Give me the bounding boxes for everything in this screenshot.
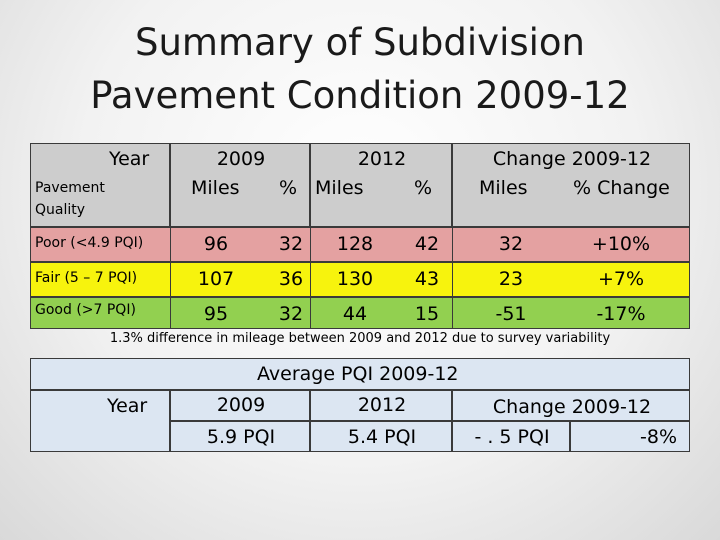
table-row-poor: Poor (<4.9 PQI) 96 32 128 42 32 +10% [30, 227, 690, 262]
header-2012-miles: Miles [315, 177, 364, 199]
good-change-miles: -51 [495, 303, 527, 325]
header-year-quality-cell: Year Pavement Quality [30, 143, 170, 227]
header-change-pct: % Change [573, 177, 670, 199]
poor-2009-pct: 32 [278, 233, 304, 255]
good-2012-pct: 15 [414, 303, 440, 325]
divider-col-2009 [170, 227, 171, 329]
fair-2012-pct: 43 [414, 268, 440, 290]
pqi-2012-value: 5.4 PQI [347, 426, 417, 448]
pqi-2009-header-cell: 2009 [170, 390, 310, 421]
header-change-miles: Miles [479, 177, 528, 199]
row-label-poor: Poor (<4.9 PQI) [35, 235, 144, 251]
pqi-change-header-cell: Change 2009-12 [452, 390, 690, 421]
year-label: Year [109, 148, 150, 170]
pqi-2009-value-cell: 5.9 PQI [170, 421, 310, 452]
header-2012-label: 2012 [357, 148, 407, 170]
pqi-year-cell: Year [30, 390, 170, 452]
header-2009-miles: Miles [191, 177, 240, 199]
title-line-2: Pavement Condition 2009-12 [90, 74, 630, 117]
table-row-fair: Fair (5 – 7 PQI) 107 36 130 43 23 +7% [30, 262, 690, 297]
pqi-change-pct-cell: -8% [570, 421, 690, 452]
pqi-change-label: Change 2009-12 [492, 396, 652, 418]
poor-change-miles: 32 [498, 233, 524, 255]
good-2009-pct: 32 [278, 303, 304, 325]
poor-2012-miles: 128 [336, 233, 374, 255]
pqi-heading: Average PQI 2009-12 [257, 363, 459, 385]
good-change-pct: -17% [596, 303, 646, 325]
pqi-2012-label: 2012 [357, 394, 407, 416]
pqi-change-pct: -8% [640, 426, 677, 448]
good-2009-miles: 95 [203, 303, 229, 325]
pqi-year-label: Year [107, 395, 148, 417]
header-2009-pct: % [279, 177, 298, 199]
divider-col-2012 [310, 227, 311, 329]
poor-2012-pct: 42 [414, 233, 440, 255]
header-2009-label: 2009 [216, 148, 266, 170]
pavement-quality-label: Pavement Quality [35, 180, 105, 218]
slide-title: Summary of Subdivision Pavement Conditio… [0, 16, 720, 122]
poor-change-pct: +10% [591, 233, 651, 255]
pqi-heading-row: Average PQI 2009-12 [30, 358, 690, 390]
header-2012-cell: 2012 Miles % [310, 143, 452, 227]
survey-variability-note: 1.3% difference in mileage between 2009 … [109, 331, 611, 346]
header-2009-cell: 2009 Miles % [170, 143, 310, 227]
pqi-2012-value-cell: 5.4 PQI [310, 421, 452, 452]
pqi-2012-header-cell: 2012 [310, 390, 452, 421]
table-row-good: Good (>7 PQI) 95 32 44 15 -51 -17% [30, 297, 690, 329]
header-change-label: Change 2009-12 [492, 148, 652, 170]
pqi-change-value: - . 5 PQI [474, 426, 550, 448]
header-change-cell: Change 2009-12 Miles % Change [452, 143, 690, 227]
title-line-1: Summary of Subdivision [135, 21, 585, 64]
fair-2009-miles: 107 [197, 268, 235, 290]
pqi-change-value-cell: - . 5 PQI [452, 421, 570, 452]
header-2012-pct: % [414, 177, 433, 199]
row-label-good: Good (>7 PQI) [35, 302, 136, 318]
fair-2012-miles: 130 [336, 268, 374, 290]
row-label-fair: Fair (5 – 7 PQI) [35, 270, 138, 286]
good-2012-miles: 44 [342, 303, 368, 325]
fair-2009-pct: 36 [278, 268, 304, 290]
pqi-2009-value: 5.9 PQI [206, 426, 276, 448]
poor-2009-miles: 96 [203, 233, 229, 255]
fair-change-pct: +7% [597, 268, 645, 290]
divider-col-change [452, 227, 453, 329]
pqi-2009-label: 2009 [216, 394, 266, 416]
fair-change-miles: 23 [498, 268, 524, 290]
